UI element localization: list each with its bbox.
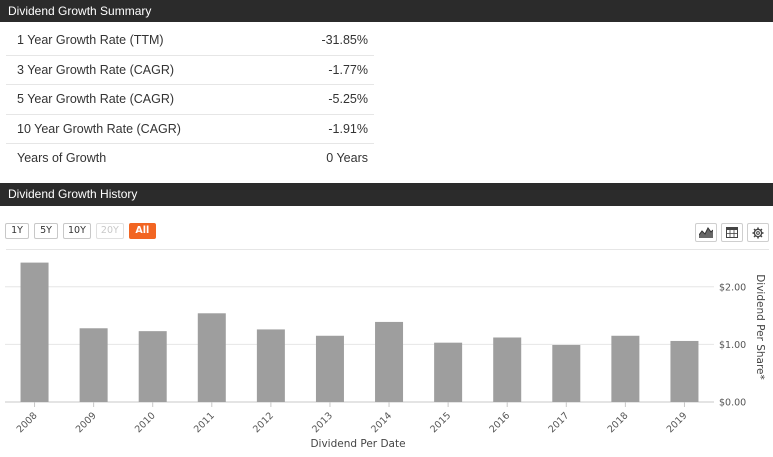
y-tick-label: $1.00 — [719, 340, 746, 351]
x-tick-label: 2008 — [15, 410, 40, 435]
x-tick-label: 2015 — [428, 410, 453, 435]
bar — [493, 337, 522, 402]
toolbar-divider — [6, 249, 769, 250]
bar — [434, 342, 463, 402]
x-tick-label: 2010 — [133, 410, 158, 435]
range-button-20y[interactable]: 20Y — [95, 223, 124, 239]
y-tick-label: $0.00 — [719, 398, 746, 409]
x-tick-label: 2009 — [74, 410, 99, 435]
range-selector: 1Y 5Y 10Y 20Y All — [5, 223, 156, 239]
range-button-all[interactable]: All — [128, 223, 156, 239]
summary-row: 1 Year Growth Rate (TTM) -31.85% — [6, 26, 374, 56]
history-header: Dividend Growth History — [0, 183, 773, 206]
bar — [256, 329, 285, 402]
dividend-bar-chart: $0.00 $1.00 $2.00 2008 2009 2010 2011 2012 2013 2… — [5, 262, 766, 450]
table-icon — [726, 227, 738, 238]
bar — [138, 331, 167, 402]
x-tick-label: 2018 — [606, 410, 631, 435]
bar — [552, 344, 581, 402]
x-tick-label: 2017 — [547, 410, 572, 435]
bar — [670, 340, 699, 402]
summary-value: -5.25% — [328, 92, 368, 106]
growth-summary-table: 1 Year Growth Rate (TTM) -31.85% 3 Year … — [6, 26, 374, 174]
summary-value: -1.77% — [328, 62, 368, 77]
x-tick-label: 2012 — [251, 410, 276, 435]
summary-row: 5 Year Growth Rate (CAGR) -5.25% — [6, 85, 374, 115]
area-chart-button[interactable] — [695, 223, 717, 242]
y-tick-label: $2.00 — [719, 282, 746, 293]
summary-row: Years of Growth 0 Years — [6, 144, 374, 174]
area-chart-icon — [699, 227, 713, 238]
summary-label: 5 Year Growth Rate (CAGR) — [17, 92, 175, 106]
bar — [20, 262, 49, 402]
x-tick-label: 2019 — [665, 410, 690, 435]
y-axis-title: Dividend Per Share* — [754, 274, 766, 380]
x-axis-title: Dividend Per Date — [310, 438, 405, 450]
summary-value: -31.85% — [321, 33, 368, 47]
bar — [375, 321, 404, 402]
x-tick-label: 2011 — [192, 410, 217, 435]
summary-label: 3 Year Growth Rate (CAGR) — [17, 62, 175, 77]
summary-row: 3 Year Growth Rate (CAGR) -1.77% — [6, 56, 374, 85]
range-button-1y[interactable]: 1Y — [5, 223, 29, 239]
summary-header: Dividend Growth Summary — [0, 0, 773, 22]
chart-toolbar — [695, 223, 769, 242]
settings-button[interactable] — [747, 223, 769, 242]
x-tick-label: 2016 — [487, 410, 512, 435]
x-tick-label: 2013 — [310, 410, 335, 435]
range-button-10y[interactable]: 10Y — [63, 223, 91, 239]
x-tick-label: 2014 — [369, 410, 394, 435]
summary-value: -1.91% — [328, 121, 368, 136]
summary-label: 10 Year Growth Rate (CAGR) — [17, 121, 181, 136]
table-view-button[interactable] — [721, 223, 743, 242]
bar — [611, 335, 640, 402]
bar — [315, 335, 344, 402]
summary-row: 10 Year Growth Rate (CAGR) -1.91% — [6, 115, 374, 144]
summary-label: Years of Growth — [17, 151, 107, 165]
bar — [79, 328, 108, 402]
gear-icon — [752, 227, 764, 238]
bar — [197, 313, 226, 402]
summary-label: 1 Year Growth Rate (TTM) — [17, 33, 164, 47]
range-button-5y[interactable]: 5Y — [34, 223, 58, 239]
summary-value: 0 Years — [326, 151, 368, 165]
